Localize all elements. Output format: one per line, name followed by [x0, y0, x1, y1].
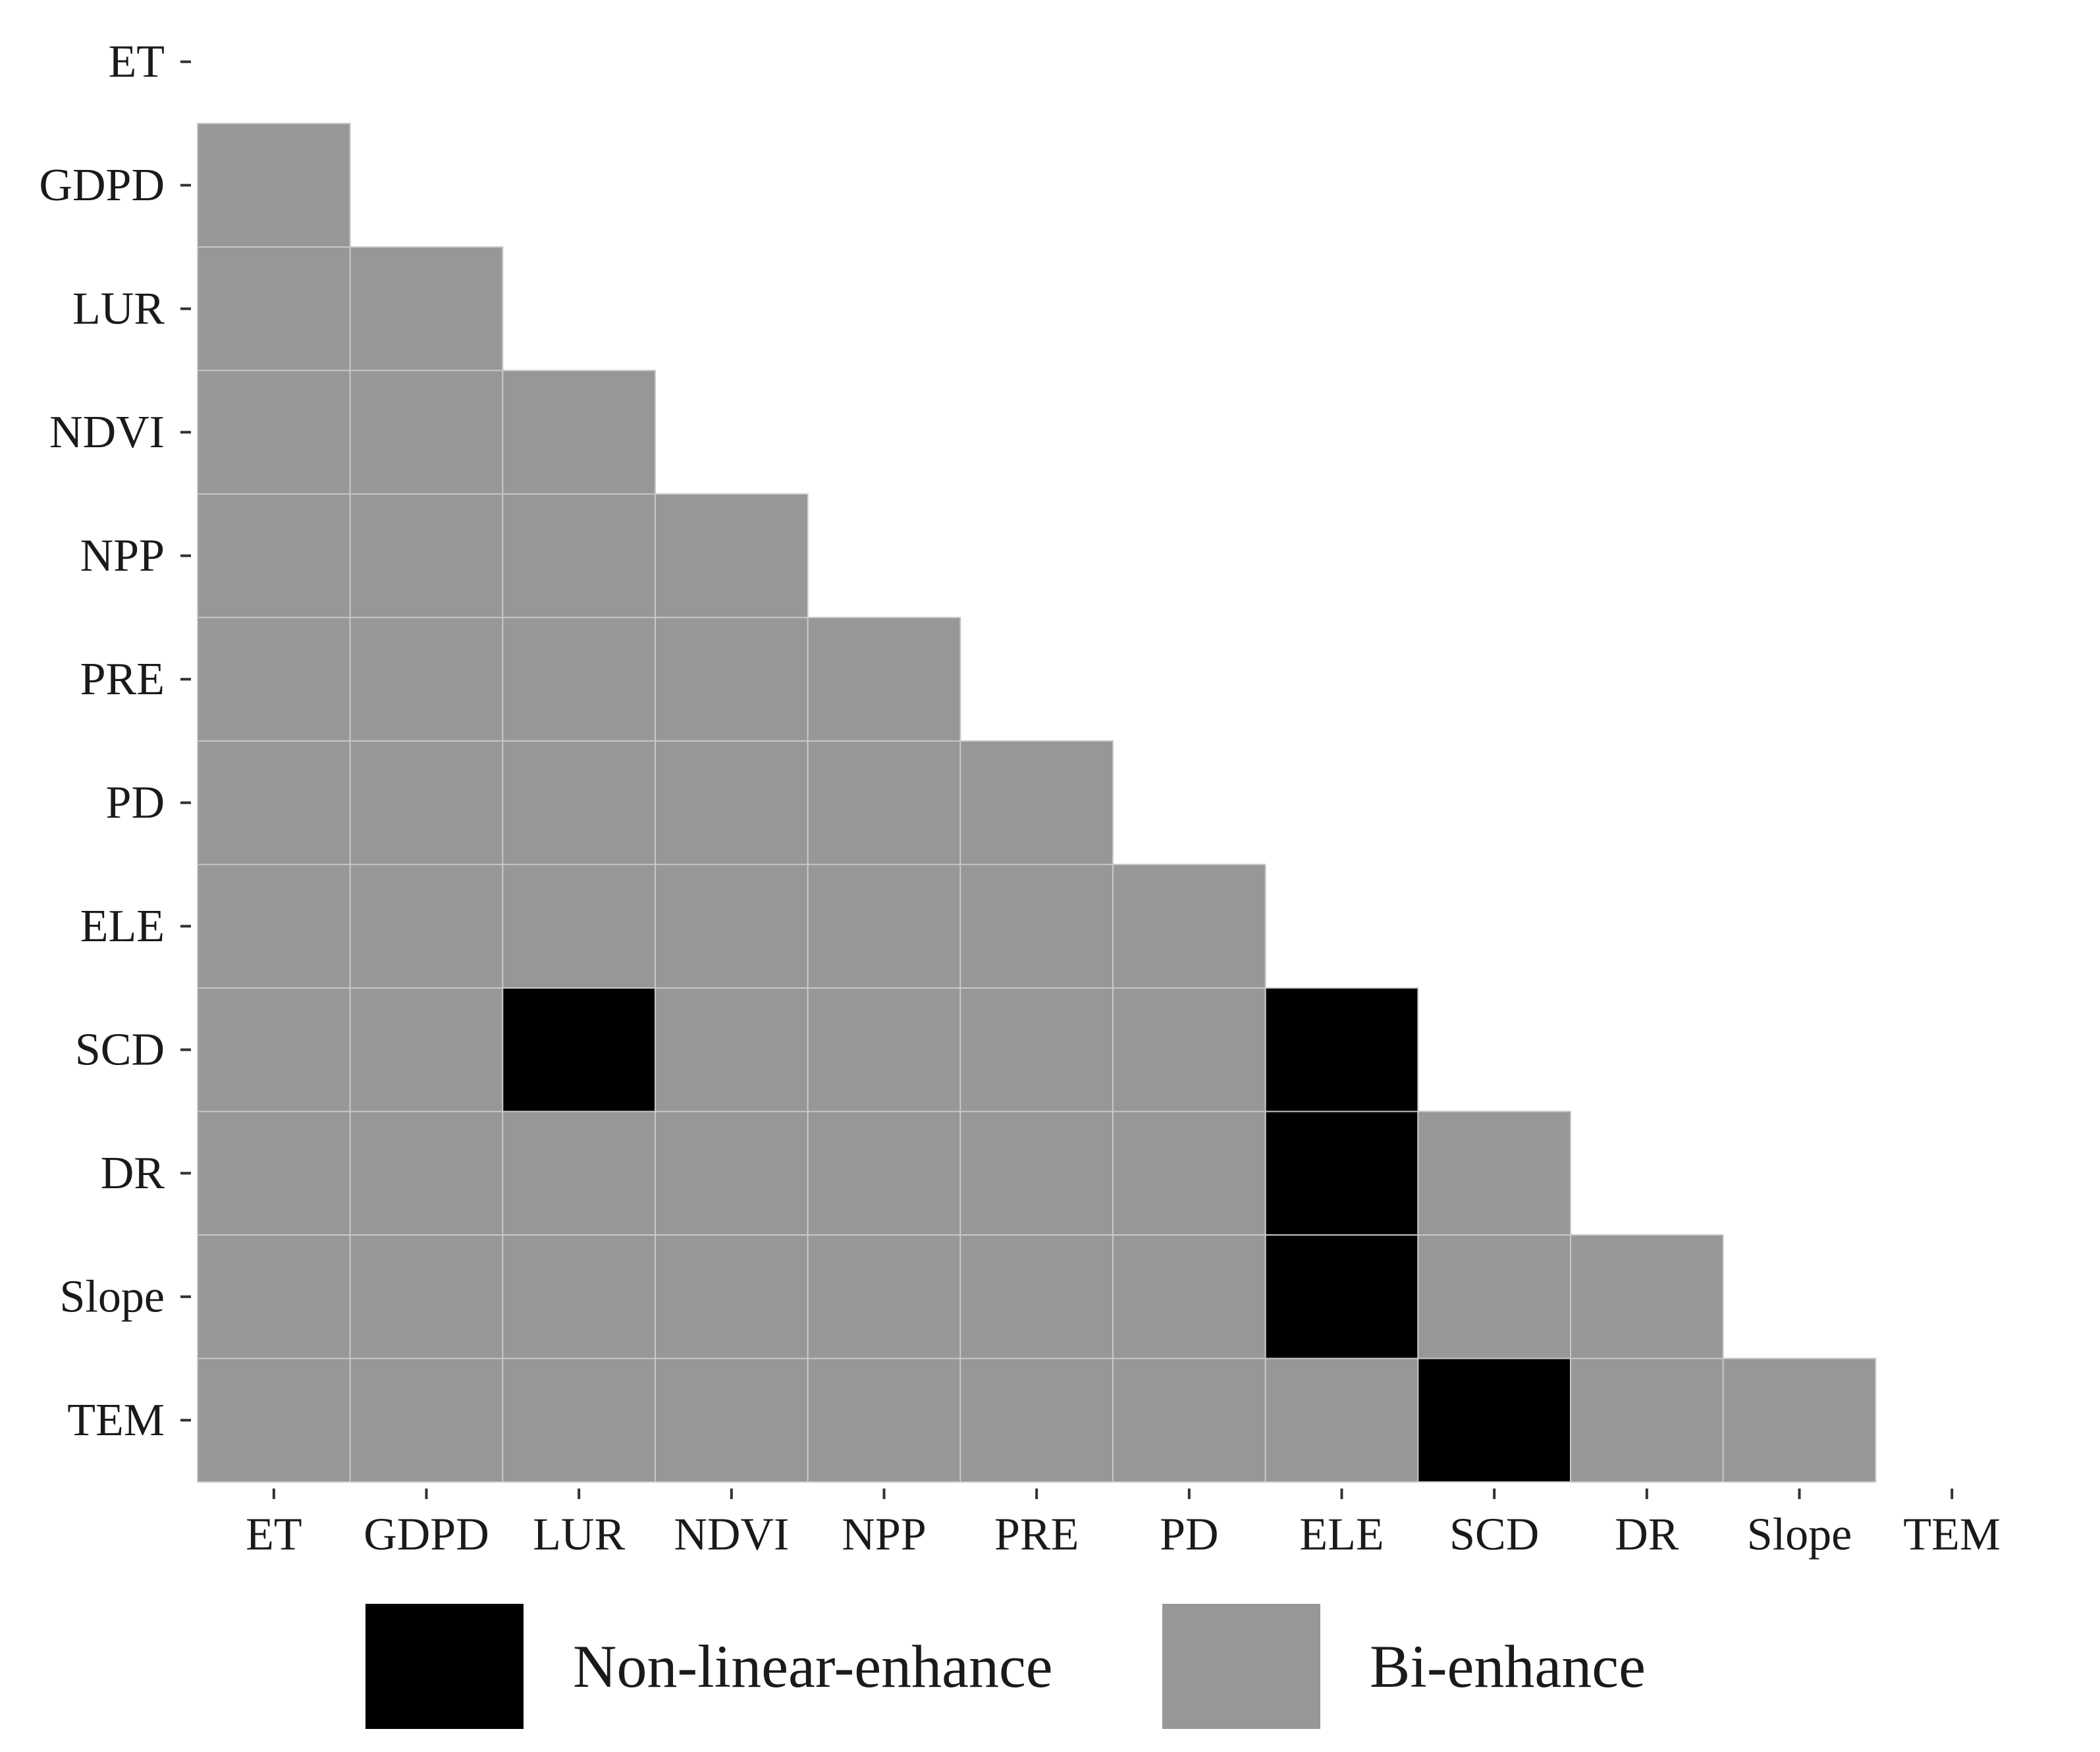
x-tick-label-pd: PD	[1160, 1510, 1218, 1560]
heatmap-cell-ele-ndvi	[655, 863, 809, 989]
legend-label-bi-enhance: Bi-enhance	[1370, 1633, 1646, 1700]
y-tick-label-npp: NPP	[80, 530, 165, 581]
heatmap-cell-pre-gdpd	[349, 616, 504, 742]
heatmap-cell-tem-dr	[1570, 1357, 1724, 1483]
x-tick-label-gdpd: GDPD	[363, 1510, 489, 1560]
heatmap-cell-pd-ndvi	[655, 740, 809, 865]
y-tick-label-lur: LUR	[72, 283, 165, 334]
heatmap-cell-pd-et	[197, 740, 351, 865]
y-tick-label-pd: PD	[106, 777, 165, 828]
heatmap-cell-scd-lur	[502, 987, 656, 1112]
heatmap-cell-dr-pd	[1112, 1110, 1266, 1236]
heatmap-cell-dr-npp	[807, 1110, 961, 1236]
heatmap-cell-dr-gdpd	[349, 1110, 504, 1236]
heatmap-cell-ele-et	[197, 863, 351, 989]
heatmap-cell-tem-pd	[1112, 1357, 1266, 1483]
heatmap-cell-tem-ele	[1264, 1357, 1419, 1483]
heatmap-cell-slope-gdpd	[349, 1234, 504, 1359]
heatmap-cell-slope-dr	[1570, 1234, 1724, 1359]
heatmap-cell-pd-npp	[807, 740, 961, 865]
x-tick-label-tem: TEM	[1903, 1510, 2001, 1560]
heatmap-cell-npp-gdpd	[349, 493, 504, 618]
heatmap-cell-tem-pre	[959, 1357, 1114, 1483]
heatmap-cell-ele-gdpd	[349, 863, 504, 989]
x-tick-label-dr: DR	[1615, 1510, 1679, 1560]
heatmap-cell-gdpd-et	[197, 123, 351, 248]
y-tick-label-slope: Slope	[60, 1271, 165, 1322]
heatmap-cell-pd-lur	[502, 740, 656, 865]
y-tick-label-pre: PRE	[80, 654, 165, 705]
x-tick-label-ele: ELE	[1299, 1510, 1384, 1560]
y-axis: ET GDPD LUR NDVI NPP PRE PD ELE SCD DR Slope TEM	[39, 36, 191, 1446]
heatmap-cell-tem-et	[197, 1357, 351, 1483]
heatmap-cell-dr-ndvi	[655, 1110, 809, 1236]
heatmap-cell-npp-lur	[502, 493, 656, 618]
heatmap-cell-scd-pre	[959, 987, 1114, 1112]
heatmap-cell-lur-gdpd	[349, 246, 504, 371]
heatmap-cell-dr-lur	[502, 1110, 656, 1236]
heatmap-cell-tem-gdpd	[349, 1357, 504, 1483]
heatmap-cell-pre-lur	[502, 616, 656, 742]
heatmap-cell-ele-npp	[807, 863, 961, 989]
heatmap-cell-pd-pre	[959, 740, 1114, 865]
y-tick-label-ndvi: NDVI	[49, 407, 165, 458]
legend-swatch-non-linear-enhance	[365, 1604, 524, 1729]
legend: Non-linear-enhance Bi-enhance	[365, 1604, 1646, 1729]
heatmap-cell-ele-pd	[1112, 863, 1266, 989]
heatmap-cell-ndvi-gdpd	[349, 370, 504, 495]
heatmap-cell-tem-ndvi	[655, 1357, 809, 1483]
x-tick-label-scd: SCD	[1449, 1510, 1539, 1560]
y-tick-label-dr: DR	[101, 1148, 165, 1199]
y-tick-label-et: ET	[108, 36, 165, 87]
heatmap-cell-slope-pd	[1112, 1234, 1266, 1359]
heatmap-cell-ele-pre	[959, 863, 1114, 989]
heatmap-cell-scd-pd	[1112, 987, 1266, 1112]
heatmap-cell-slope-pre	[959, 1234, 1114, 1359]
heatmap-cell-slope-ndvi	[655, 1234, 809, 1359]
heatmap-cell-ndvi-et	[197, 370, 351, 495]
heatmap-cell-ndvi-lur	[502, 370, 656, 495]
heatmap-cell-dr-pre	[959, 1110, 1114, 1236]
heatmap-cell-dr-scd	[1417, 1110, 1571, 1236]
heatmap-cell-slope-et	[197, 1234, 351, 1359]
heatmap-cell-dr-et	[197, 1110, 351, 1236]
legend-swatch-bi-enhance	[1162, 1604, 1320, 1729]
heatmap-cell-tem-npp	[807, 1357, 961, 1483]
heatmap-cell-dr-ele	[1264, 1110, 1419, 1236]
heatmap-cell-lur-et	[197, 246, 351, 371]
y-tick-label-scd: SCD	[75, 1024, 165, 1075]
x-tick-label-et: ET	[246, 1510, 302, 1560]
heatmap-cell-slope-npp	[807, 1234, 961, 1359]
x-axis: ET GDPD LUR NDVI NPP PRE PD ELE SCD DR Slope TEM	[246, 1489, 2001, 1560]
heatmap-cell-scd-et	[197, 987, 351, 1112]
heatmap-cell-scd-ele	[1264, 987, 1419, 1112]
heatmap-cell-tem-lur	[502, 1357, 656, 1483]
y-tick-label-tem: TEM	[67, 1395, 165, 1446]
heatmap-cell-slope-lur	[502, 1234, 656, 1359]
heatmap-cell-tem-scd	[1417, 1357, 1571, 1483]
x-tick-label-lur: LUR	[533, 1510, 625, 1560]
heatmap-cell-scd-ndvi	[655, 987, 809, 1112]
heatmap-cell-pre-ndvi	[655, 616, 809, 742]
heatmap-cell-slope-ele	[1264, 1234, 1419, 1359]
heatmap-cell-npp-et	[197, 493, 351, 618]
heatmap-cell-scd-gdpd	[349, 987, 504, 1112]
heatmap-cell-slope-scd	[1417, 1234, 1571, 1359]
y-tick-label-ele: ELE	[80, 901, 165, 952]
x-tick-label-npp: NPP	[842, 1510, 926, 1560]
heatmap-cell-ele-lur	[502, 863, 656, 989]
x-tick-label-ndvi: NDVI	[674, 1510, 789, 1560]
x-tick-label-slope: Slope	[1747, 1510, 1852, 1560]
heatmap-cell-scd-npp	[807, 987, 961, 1112]
heatmap-cell-pd-gdpd	[349, 740, 504, 865]
heatmap-cell-npp-ndvi	[655, 493, 809, 618]
heatmap-cell-pre-et	[197, 616, 351, 742]
heatmap-cells	[197, 123, 1877, 1483]
y-tick-label-gdpd: GDPD	[39, 160, 165, 211]
heatmap-cell-pre-npp	[807, 616, 961, 742]
heatmap-cell-tem-slope	[1722, 1357, 1877, 1483]
legend-label-non-linear-enhance: Non-linear-enhance	[573, 1633, 1053, 1700]
x-tick-label-pre: PRE	[994, 1510, 1079, 1560]
